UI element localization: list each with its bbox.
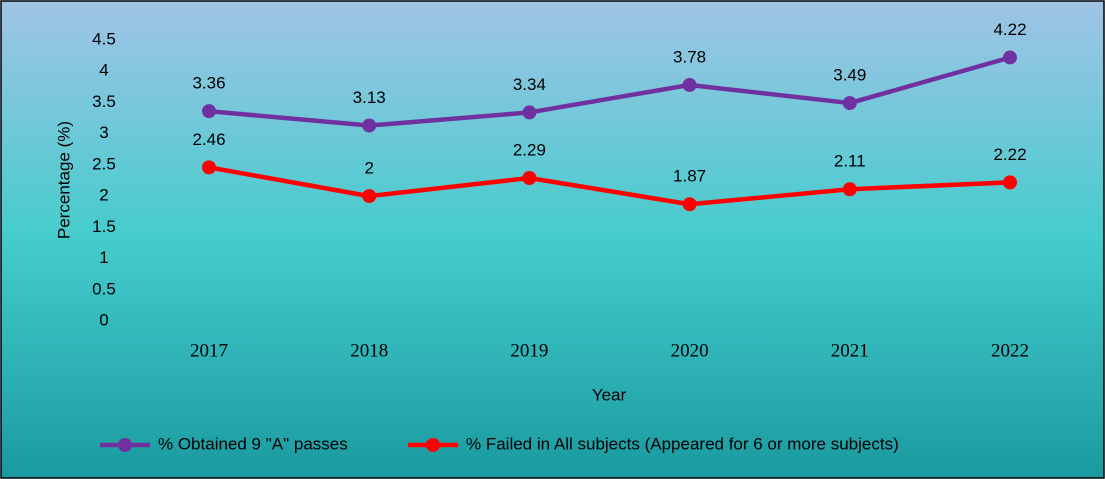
data-label: 2.29 [513, 140, 546, 159]
y-tick-label: 1.5 [92, 217, 116, 236]
y-tick-label: 4.5 [92, 29, 116, 48]
y-tick-label: 2 [99, 186, 108, 205]
y-tick-label: 3.5 [92, 92, 116, 111]
data-point [682, 77, 697, 92]
x-axis-label: Year [592, 385, 627, 404]
data-label: 2.11 [834, 152, 866, 171]
data-point [842, 182, 857, 197]
data-point [522, 171, 537, 186]
data-label: 3.36 [192, 74, 225, 93]
series-line [208, 55, 1011, 128]
data-point [362, 118, 377, 133]
x-tick-label: 2021 [831, 340, 869, 361]
data-label: 3.78 [673, 47, 706, 66]
y-tick-label: 0 [99, 310, 108, 329]
x-tick-label: 2019 [510, 340, 548, 361]
legend-marker [118, 438, 132, 452]
y-tick-label: 4 [99, 61, 108, 80]
legend-marker [426, 438, 440, 452]
data-point [682, 197, 697, 212]
x-tick-label: 2017 [190, 340, 228, 361]
data-label: 2 [364, 159, 373, 178]
data-point [362, 189, 377, 204]
data-label: 3.34 [513, 75, 546, 94]
data-label: 2.46 [192, 130, 225, 149]
data-point [522, 105, 537, 120]
x-tick-label: 2020 [671, 340, 709, 361]
data-point [1003, 175, 1017, 190]
data-point [202, 160, 216, 175]
data-label: 1.87 [673, 167, 706, 186]
y-tick-label: 1 [99, 248, 108, 267]
data-label: 4.22 [993, 20, 1026, 39]
x-tick-label: 2018 [350, 340, 388, 361]
data-label: 3.13 [353, 88, 386, 107]
data-point [1003, 50, 1017, 65]
y-tick-label: 2.5 [92, 154, 116, 173]
data-point [842, 96, 857, 111]
series-line [208, 165, 1011, 207]
data-point [202, 104, 216, 119]
y-axis-label: Percentage (%) [54, 121, 73, 239]
y-tick-label: 3 [99, 123, 108, 142]
x-tick-label: 2022 [991, 340, 1029, 361]
data-label: 2.22 [993, 145, 1026, 164]
legend-label: % Obtained 9 "A" passes [158, 434, 348, 453]
data-label: 3.49 [833, 66, 866, 85]
legend-label: % Failed in All subjects (Appeared for 6… [466, 434, 899, 453]
y-tick-label: 0.5 [92, 279, 116, 298]
